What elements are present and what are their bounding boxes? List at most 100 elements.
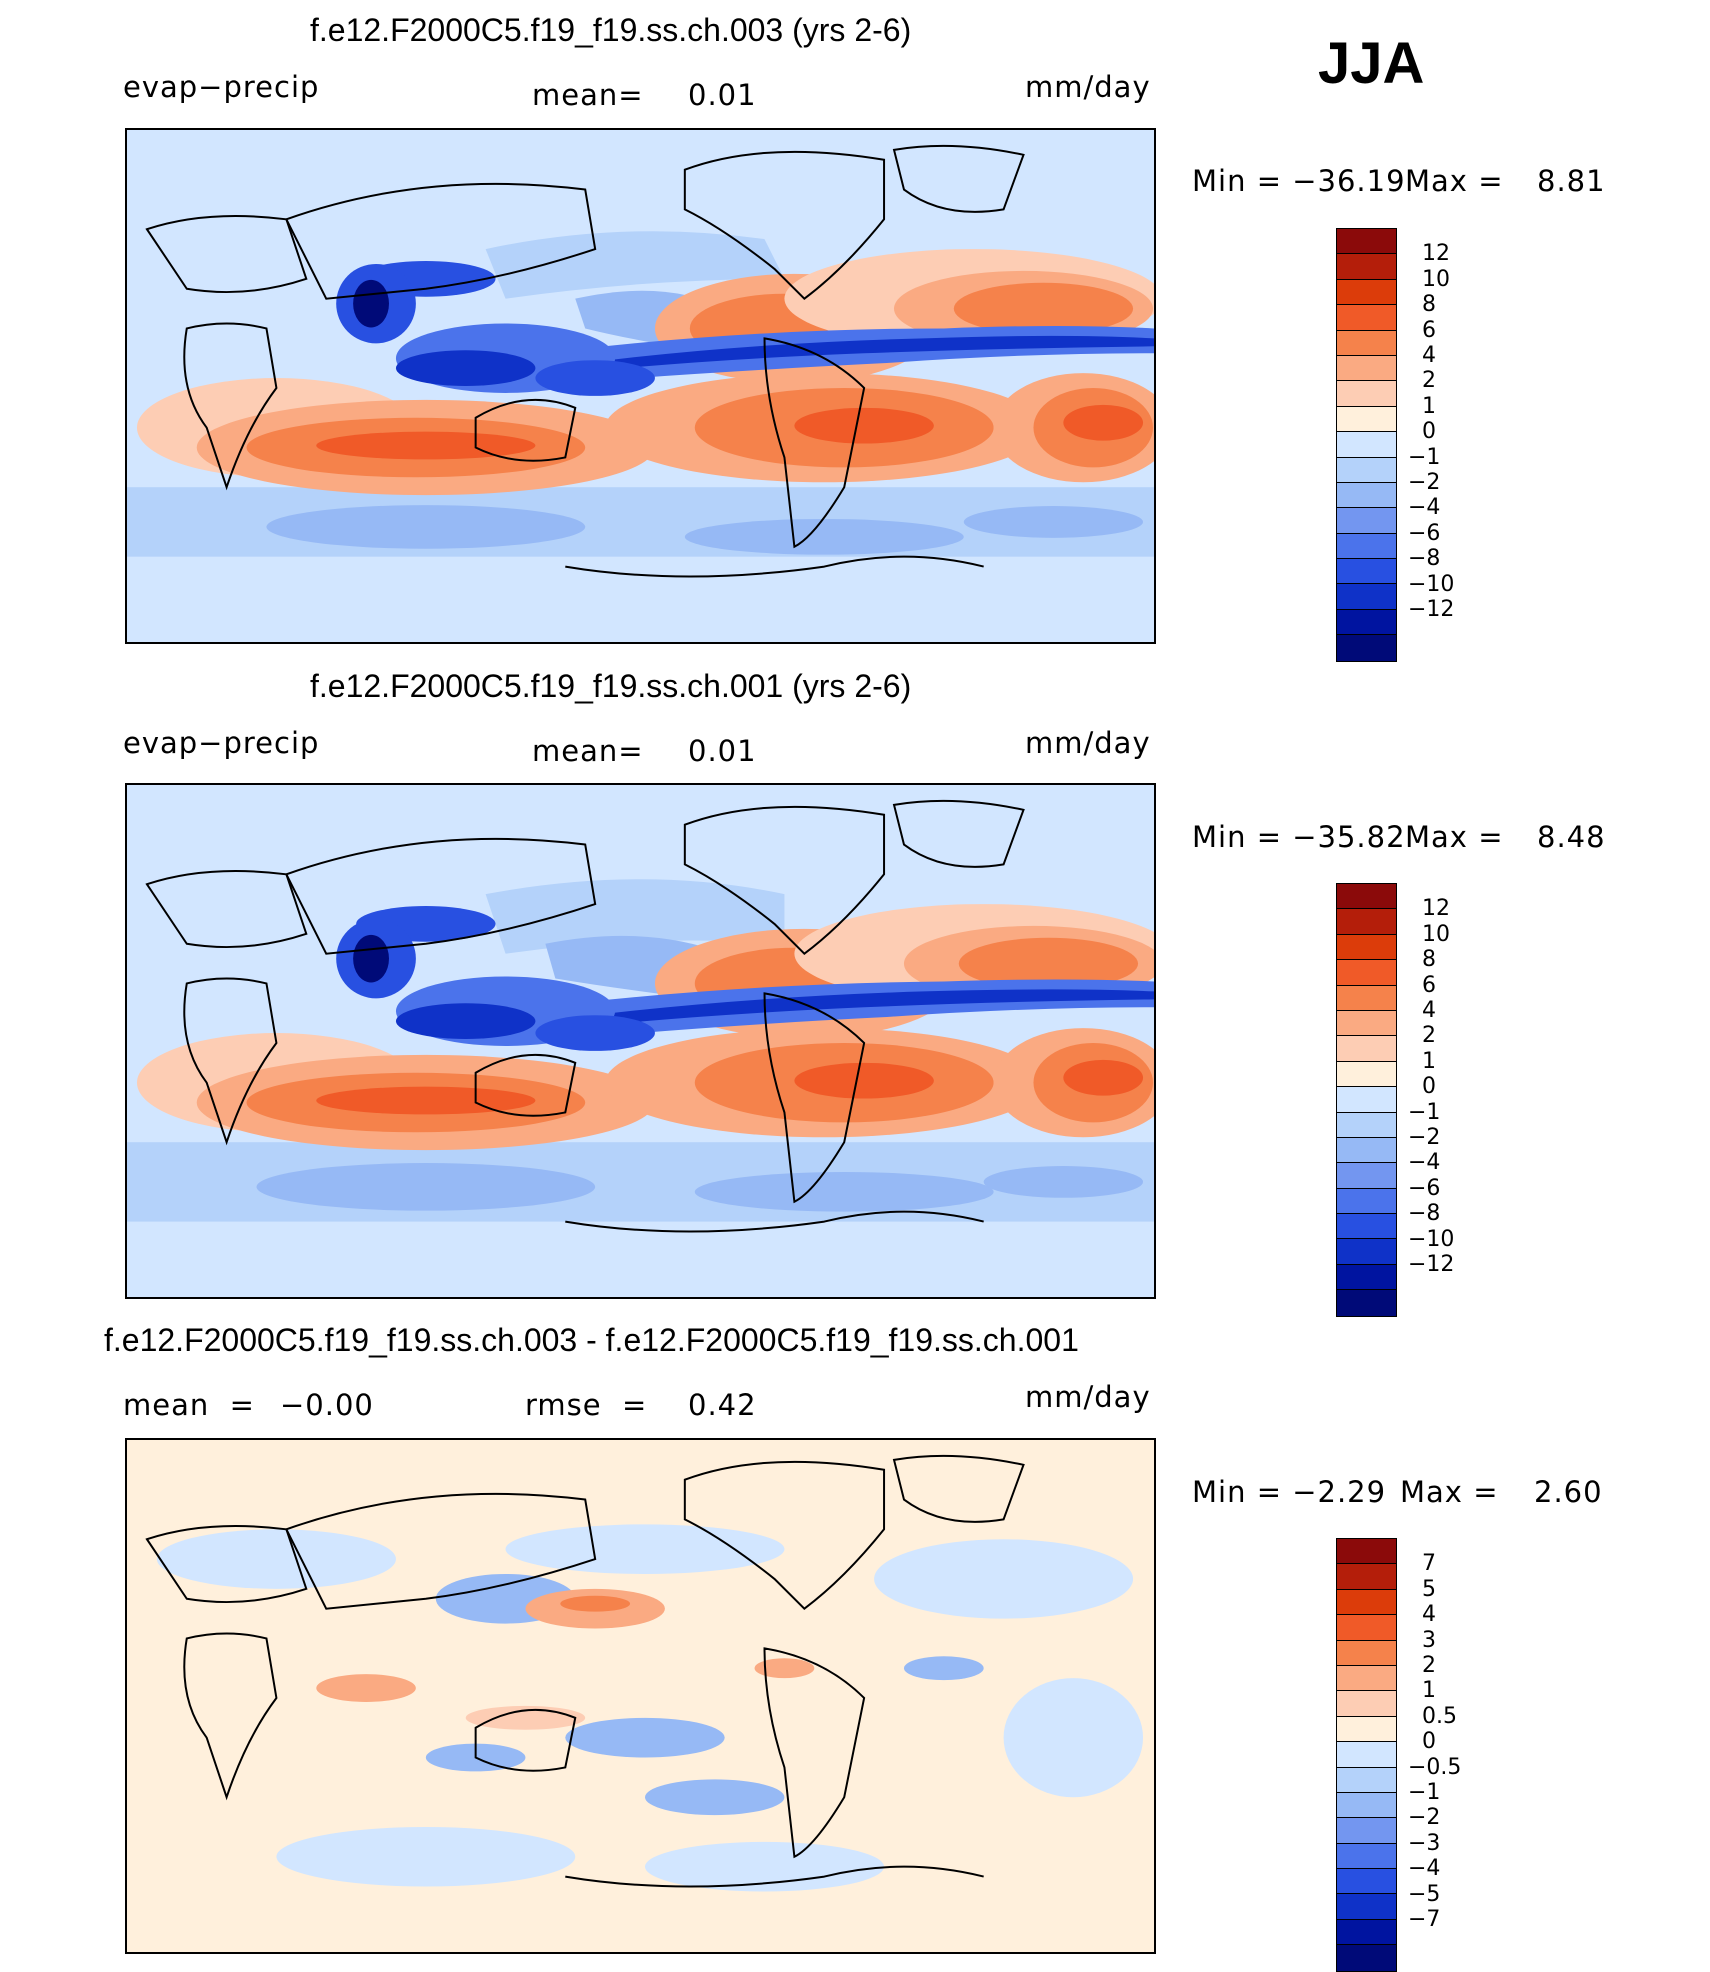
colorbar-segment: [1337, 1264, 1396, 1291]
colorbar-segment: [1337, 1239, 1396, 1265]
colorbar-segment: [1337, 1691, 1396, 1717]
panel-1-mean-value: 0.01: [688, 78, 757, 112]
colorbar-tick-label: 8: [1422, 292, 1436, 318]
colorbar-tick-label: 5: [1422, 1576, 1436, 1602]
colorbar-tick-label: 0: [1422, 1729, 1436, 1755]
colorbar-tick-label: −4: [1408, 1856, 1441, 1882]
colorbar-tick-label: 0: [1422, 1074, 1436, 1100]
panel-3-min-label: Min = −2.29: [1192, 1475, 1387, 1509]
colorbar-segment: [1337, 1589, 1396, 1616]
colorbar-tick-label: −2: [1408, 1805, 1441, 1831]
panel-3-units: mm/day: [1025, 1380, 1151, 1414]
panel-1-units: mm/day: [1025, 70, 1151, 104]
colorbar-segment: [1337, 1061, 1396, 1088]
colorbar-segment: [1337, 1919, 1396, 1946]
colorbar-segment: [1337, 960, 1396, 986]
colorbar-segment: [1337, 1818, 1396, 1844]
colorbar-tick-label: 2: [1422, 368, 1436, 394]
colorbar-segment: [1337, 432, 1396, 458]
colorbar-tick-label: −2: [1408, 1125, 1441, 1150]
colorbar-segment: [1337, 229, 1396, 255]
colorbar-segment: [1337, 1716, 1396, 1743]
panel-2-variable-label: evap−precip: [123, 726, 320, 760]
colorbar-segment: [1337, 1163, 1396, 1189]
panel-3-title: f.e12.F2000C5.f19_f19.ss.ch.003 - f.e12.…: [104, 1322, 1079, 1358]
panel-1-colorbar: [1336, 228, 1397, 662]
panel-1-max-value: 8.81: [1537, 164, 1606, 198]
colorbar-segment: [1337, 985, 1396, 1011]
colorbar-segment: [1337, 1640, 1396, 1666]
panel-3-rmse-label: rmse =: [525, 1388, 648, 1422]
colorbar-segment: [1337, 330, 1396, 356]
colorbar-tick-label: 3: [1422, 1627, 1436, 1653]
colorbar-segment: [1337, 1188, 1396, 1215]
panel-3-colorbar: [1336, 1538, 1397, 1972]
colorbar-segment: [1337, 1087, 1396, 1113]
colorbar-segment: [1337, 355, 1396, 382]
panel-1-map: [125, 128, 1156, 644]
colorbar-segment: [1337, 559, 1396, 585]
panel-2-colorbar: [1336, 883, 1397, 1317]
panel-2-max-value: 8.48: [1537, 820, 1606, 854]
panel-3-rmse-value: 0.42: [688, 1388, 757, 1422]
colorbar-segment: [1337, 1036, 1396, 1062]
colorbar-tick-label: 4: [1422, 343, 1436, 368]
season-label: JJA: [1318, 31, 1425, 96]
colorbar-tick-label: −2: [1408, 470, 1441, 495]
panel-2-title: f.e12.F2000C5.f19_f19.ss.ch.001 (yrs 2-6…: [310, 668, 912, 704]
colorbar-segment: [1337, 279, 1396, 306]
colorbar-segment: [1337, 1564, 1396, 1590]
panel-2-max-label: Max =: [1405, 820, 1504, 854]
panel-2-min-label: Min = −35.82: [1192, 820, 1406, 854]
colorbar-tick-label: −12: [1408, 597, 1455, 622]
colorbar-segment: [1337, 1137, 1396, 1164]
colorbar-segment: [1337, 1767, 1396, 1793]
colorbar-segment: [1337, 1742, 1396, 1768]
colorbar-tick-label: −6: [1408, 520, 1441, 546]
colorbar-segment: [1337, 1792, 1396, 1819]
colorbar-tick-label: 4: [1422, 1602, 1436, 1628]
panel-2-mean-value: 0.01: [688, 734, 757, 768]
panel-3-map: [125, 1438, 1156, 1954]
colorbar-tick-label: −1: [1408, 1099, 1441, 1125]
colorbar-segment: [1337, 609, 1396, 636]
panel-2-map: [125, 783, 1156, 1299]
colorbar-tick-label: −8: [1408, 546, 1441, 572]
colorbar-tick-label: 12: [1422, 896, 1450, 922]
colorbar-tick-label: 2: [1422, 1653, 1436, 1678]
colorbar-segment: [1337, 909, 1396, 935]
colorbar-segment: [1337, 533, 1396, 560]
colorbar-segment: [1337, 635, 1396, 661]
panel-1-max-label: Max =: [1405, 164, 1504, 198]
colorbar-segment: [1337, 508, 1396, 534]
panel-3-mean-label: mean =: [123, 1388, 255, 1422]
panel-1-variable-label: evap−precip: [123, 70, 320, 104]
colorbar-tick-label: −12: [1408, 1252, 1455, 1277]
colorbar-segment: [1337, 482, 1396, 509]
colorbar-tick-label: −1: [1408, 444, 1441, 470]
colorbar-segment: [1337, 1869, 1396, 1895]
colorbar-segment: [1337, 1843, 1396, 1870]
colorbar-segment: [1337, 1539, 1396, 1565]
colorbar-tick-label: 0.5: [1422, 1703, 1457, 1729]
colorbar-segment: [1337, 381, 1396, 407]
colorbar-tick-label: −10: [1408, 571, 1455, 597]
colorbar-segment: [1337, 1665, 1396, 1692]
colorbar-segment: [1337, 1214, 1396, 1240]
colorbar-segment: [1337, 1010, 1396, 1037]
colorbar-tick-label: 7: [1422, 1551, 1436, 1577]
colorbar-segment: [1337, 884, 1396, 910]
panel-1-title: f.e12.F2000C5.f19_f19.ss.ch.003 (yrs 2-6…: [310, 12, 912, 48]
colorbar-tick-label: 6: [1422, 972, 1436, 998]
colorbar-tick-label: −6: [1408, 1175, 1441, 1201]
panel-2-units: mm/day: [1025, 726, 1151, 760]
colorbar-segment: [1337, 1945, 1396, 1971]
colorbar-segment: [1337, 406, 1396, 433]
colorbar-segment: [1337, 934, 1396, 961]
colorbar-tick-label: 0: [1422, 419, 1436, 445]
colorbar-segment: [1337, 1290, 1396, 1316]
colorbar-tick-label: 1: [1422, 1678, 1436, 1704]
colorbar-tick-label: −5: [1408, 1881, 1441, 1907]
colorbar-tick-label: 1: [1422, 1048, 1436, 1074]
colorbar-tick-label: −7: [1408, 1907, 1441, 1932]
